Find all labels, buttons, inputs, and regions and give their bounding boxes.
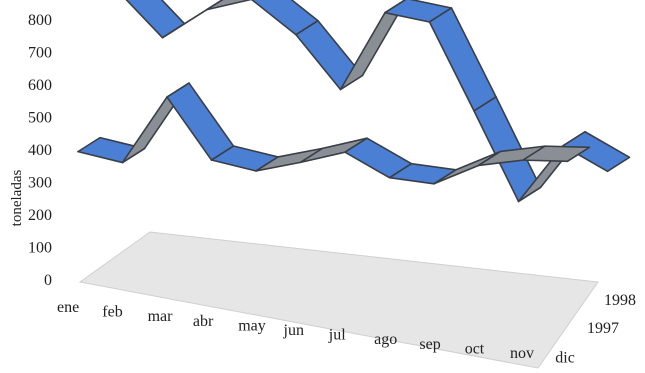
ribbon-segment	[206, 0, 253, 11]
series-1997-ribbon	[77, 82, 591, 185]
ribbon-segment	[125, 0, 186, 39]
data-point	[433, 182, 435, 185]
series-1998-ribbon	[125, 0, 631, 203]
data-point	[344, 151, 346, 153]
data-point	[384, 11, 386, 14]
x-tick-label: ene	[57, 299, 79, 316]
ribbon-segment	[428, 7, 497, 112]
y-tick-label: 600	[28, 77, 52, 94]
y-tick-label: 500	[28, 110, 52, 127]
data-point	[477, 164, 480, 167]
data-point	[388, 176, 391, 179]
y-tick-label: 300	[28, 175, 52, 192]
chart-floor	[78, 231, 599, 369]
data-point	[210, 159, 213, 161]
x-tick-label: mar	[148, 308, 174, 325]
data-point	[161, 36, 164, 39]
y-tick-label: 100	[28, 240, 52, 257]
ribbon-segment	[562, 130, 631, 173]
depth-label: 1997	[587, 320, 619, 337]
x-tick-label: may	[238, 317, 266, 334]
ribbon-segment	[339, 0, 408, 91]
y-tick-label: 800	[28, 12, 52, 29]
x-tick-label: nov	[510, 345, 534, 362]
data-point	[473, 110, 475, 112]
y-tick-label: 700	[28, 45, 52, 62]
y-tick-label: 0	[44, 272, 52, 289]
data-point	[606, 170, 609, 173]
depth-label: 1998	[604, 292, 636, 309]
data-point	[522, 159, 524, 161]
ribbon-segment	[522, 145, 591, 163]
data-point	[255, 170, 257, 172]
data-point	[517, 200, 520, 203]
data-point	[566, 160, 569, 163]
data-point	[206, 8, 208, 11]
y-tick-label: 200	[28, 207, 52, 224]
data-point	[295, 33, 297, 36]
x-tick-label: abr	[193, 313, 214, 330]
x-tick-label: jul	[328, 327, 346, 344]
data-point	[166, 96, 168, 98]
data-point	[121, 161, 124, 164]
x-tick-label: dic	[555, 350, 575, 367]
ribbon-segment	[166, 82, 235, 161]
x-tick-label: sep	[419, 336, 440, 353]
x-tick-label: ago	[374, 331, 397, 348]
y-axis-title: toneladas	[9, 170, 25, 227]
x-tick-label: feb	[102, 304, 122, 321]
data-point	[299, 161, 302, 164]
y-tick-label: 400	[28, 142, 52, 159]
data-point	[77, 150, 79, 153]
data-point	[428, 21, 431, 23]
data-point	[339, 88, 342, 91]
x-tick-label: oct	[465, 340, 485, 357]
x-tick-label: jun	[283, 322, 304, 339]
